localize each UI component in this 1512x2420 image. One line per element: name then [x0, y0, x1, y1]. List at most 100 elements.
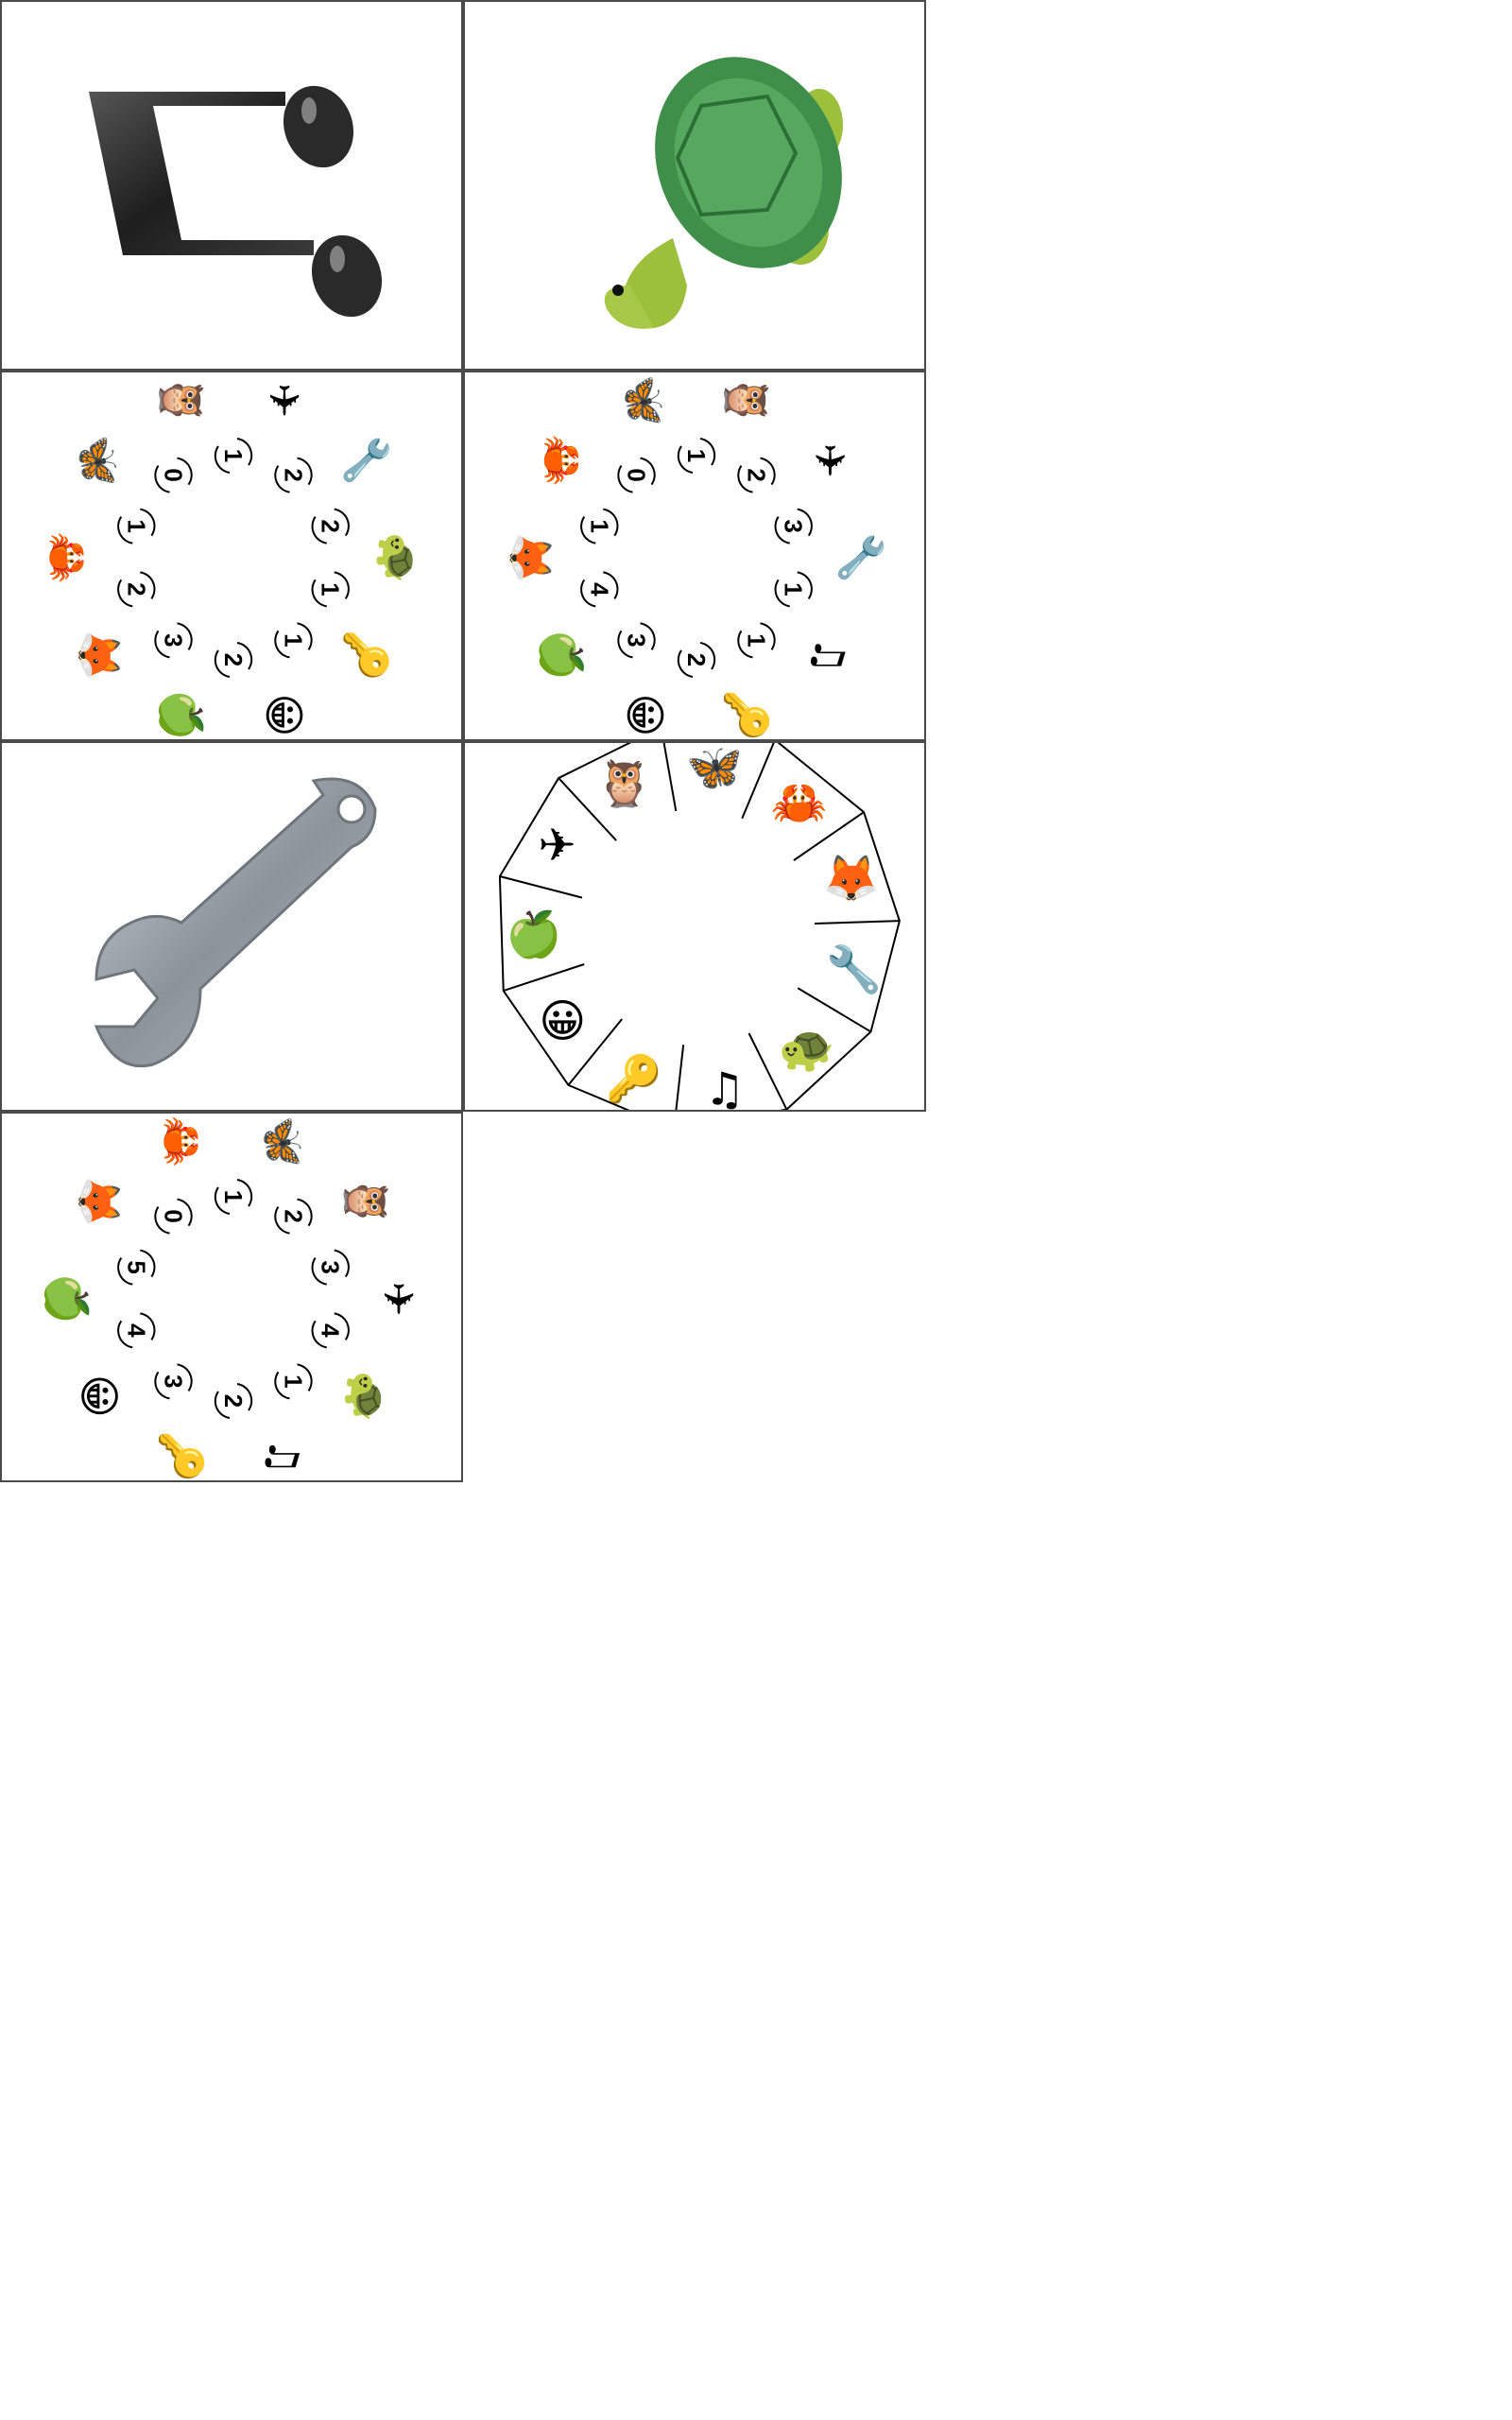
apple-icon: 🍏: [506, 908, 562, 960]
smiley-icon: 😀: [539, 995, 586, 1048]
wheel-number: 4: [117, 1312, 156, 1349]
fox-icon: 🦊: [823, 852, 880, 905]
crab-icon: 🦀: [157, 1115, 205, 1167]
airplane-icon: ✈: [805, 443, 853, 478]
turtle-icon: [604, 57, 843, 329]
turtle-icon: 🐢: [779, 1022, 835, 1075]
smiley-icon: 😀: [74, 1374, 122, 1418]
wheel-number-label: 2: [219, 1394, 248, 1408]
wrench-icon: 🔧: [826, 942, 883, 996]
wheel-number: 1: [117, 508, 156, 544]
wheel-number: 5: [117, 1249, 156, 1286]
wheel-number-label: 0: [160, 1209, 188, 1222]
wheel-number-label: 1: [682, 449, 711, 462]
wheel-number: 3: [311, 1249, 350, 1286]
wheel-number: 1: [274, 622, 313, 659]
wheel-number: 1: [737, 622, 776, 659]
wheel-number-label: 1: [742, 633, 770, 647]
apple-icon: 🍏: [157, 689, 205, 741]
wheel-number-label: 3: [160, 1374, 188, 1388]
wheel-number-label: 2: [742, 468, 770, 481]
airplane-icon: ✈: [538, 820, 576, 873]
wheel-number-label: 1: [219, 449, 248, 462]
wheel-number-label: 1: [780, 582, 808, 596]
crab-icon: 🦀: [537, 435, 585, 487]
apple-icon: 🍏: [43, 1273, 91, 1325]
wheel-number: 4: [311, 1312, 350, 1349]
wheel-number-label: 1: [279, 1374, 307, 1388]
wheel-number: 2: [311, 508, 350, 544]
crab-icon: 🦀: [43, 532, 91, 584]
turtle-icon: 🐢: [373, 532, 421, 584]
sector-divider: [747, 1032, 788, 1110]
wheel-number-label: 4: [122, 1323, 150, 1338]
butterfly-icon: 🦋: [686, 743, 743, 794]
wheel-number: 0: [617, 457, 656, 493]
music-note-icon: ♫: [805, 636, 853, 673]
turtle-card: [463, 0, 926, 371]
wheel-number: 1: [311, 571, 350, 608]
wheel-number-label: 2: [122, 582, 150, 596]
wheel-diagram: 1 🐢 1 🔑 2 😀 3 🍏 2 🦊 1 🦀 0 🦋 1 🦉 2 ✈ 2 🔧: [43, 374, 421, 741]
wheel-number: 3: [154, 1363, 193, 1400]
wheel-number: 2: [677, 642, 716, 678]
wheel-card-1: 1 🐢 1 🔑 2 😀 3 🍏 2 🦊 1 🦀 0 🦋 1 🦉 2 ✈ 2 🔧: [0, 371, 463, 741]
wheel-number: 0: [154, 457, 193, 493]
wheel-number-label: 1: [585, 519, 613, 532]
key-icon: 🔑: [606, 1052, 662, 1106]
sector-divider: [567, 1018, 623, 1086]
wheel-number-label: 4: [317, 1323, 345, 1338]
wheel-number: 0: [154, 1198, 193, 1235]
wheel-number-label: 2: [317, 519, 345, 532]
owl-icon: 🦉: [342, 1176, 390, 1228]
wheel-number-label: 1: [279, 633, 307, 647]
wheel-number-label: 0: [623, 468, 651, 481]
music-note-icon: ♫: [259, 1438, 307, 1475]
airplane-icon: ✈: [259, 383, 307, 418]
sector-divider: [662, 743, 678, 812]
smiley-icon: 😀: [259, 693, 307, 736]
sector-divider: [558, 777, 617, 841]
wheel-number-label: 5: [122, 1260, 150, 1273]
butterfly-icon: 🦋: [620, 374, 668, 426]
wheel-number: 1: [677, 438, 716, 474]
wheel-number: 3: [617, 622, 656, 659]
fox-icon: 🦊: [74, 629, 122, 681]
decagon-card: 🦋 🦀 🦊 🔧 🐢 ♫ 🔑 😀 🍏 ✈ 🦉: [463, 741, 926, 1112]
wrench-card: [0, 741, 463, 1112]
music-note-icon: ♫: [704, 1063, 745, 1112]
wheel-number: 1: [580, 508, 619, 544]
wheel-number: 2: [274, 1198, 313, 1235]
wheel-number-label: 3: [623, 633, 651, 647]
owl-icon: 🦉: [596, 757, 653, 810]
wheel-number: 3: [154, 622, 193, 659]
wheel-number-label: 0: [160, 468, 188, 481]
sector-divider: [814, 920, 900, 925]
sector-divider: [793, 811, 865, 861]
music-note-icon: [89, 85, 383, 318]
wheel-number-label: 4: [585, 582, 613, 596]
wheel-number-label: 3: [317, 1260, 345, 1273]
smiley-icon: 😀: [620, 693, 668, 736]
wheel-number-label: 3: [160, 633, 188, 647]
wheel-number: 2: [117, 571, 156, 608]
turtle-icon: 🐢: [342, 1370, 390, 1422]
wheel-number: 4: [580, 571, 619, 608]
sector-divider: [675, 1045, 685, 1110]
wheel-diagram: 4 ✈ 1 🐢 2 ♫ 3 🔑 4 😀 5 🍏 0 🦊 1 🦀 2 🦋 3 🦉: [43, 1115, 421, 1482]
fox-icon: 🦊: [74, 1176, 122, 1228]
wheel-number-label: 3: [780, 519, 808, 532]
fox-icon: 🦊: [506, 532, 554, 584]
airplane-icon: ✈: [373, 1282, 421, 1317]
crab-icon: 🦀: [771, 777, 828, 830]
owl-icon: 🦉: [157, 374, 205, 426]
wheel-number: 1: [214, 438, 253, 474]
key-icon: 🔑: [342, 629, 392, 681]
key-icon: 🔑: [157, 1430, 207, 1482]
wheel-number-label: 2: [279, 468, 307, 481]
wheel-number-label: 1: [122, 519, 150, 532]
wheel-number-label: 2: [219, 653, 248, 666]
butterfly-icon: 🦋: [259, 1115, 307, 1167]
wheel-number-label: 1: [219, 1190, 248, 1203]
sector-divider: [741, 743, 775, 820]
